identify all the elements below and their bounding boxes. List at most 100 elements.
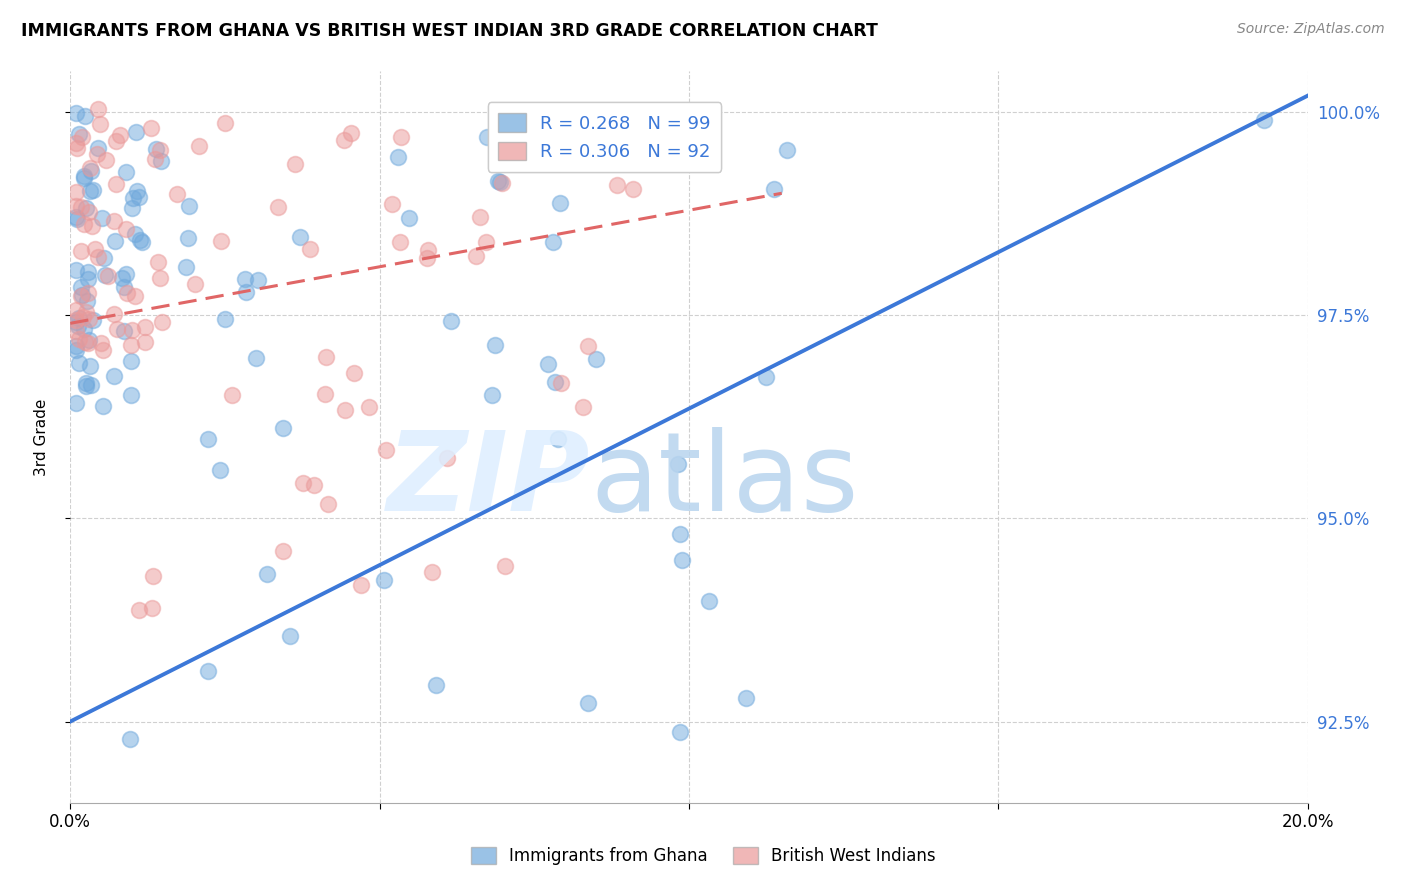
Point bbox=[128, 603, 150, 617]
Point bbox=[537, 357, 560, 371]
Point bbox=[65, 106, 87, 120]
Point bbox=[124, 227, 146, 241]
Point bbox=[76, 293, 98, 308]
Point bbox=[77, 272, 100, 286]
Point bbox=[197, 664, 219, 678]
Point bbox=[65, 199, 87, 213]
Point bbox=[65, 396, 87, 410]
Point bbox=[183, 277, 205, 291]
Point bbox=[292, 475, 315, 490]
Point bbox=[129, 233, 152, 247]
Point bbox=[209, 235, 232, 249]
Point bbox=[267, 200, 290, 214]
Point bbox=[333, 403, 356, 417]
Point bbox=[125, 125, 148, 139]
Point bbox=[67, 356, 90, 370]
Point bbox=[150, 315, 173, 329]
Point bbox=[141, 601, 163, 615]
Point bbox=[66, 141, 89, 155]
Point bbox=[179, 199, 201, 213]
Point bbox=[73, 169, 96, 184]
Point bbox=[131, 235, 153, 249]
Point bbox=[93, 251, 115, 265]
Point bbox=[103, 213, 125, 227]
Point bbox=[299, 242, 322, 256]
Point bbox=[72, 310, 94, 325]
Point bbox=[112, 324, 135, 338]
Text: IMMIGRANTS FROM GHANA VS BRITISH WEST INDIAN 3RD GRADE CORRELATION CHART: IMMIGRANTS FROM GHANA VS BRITISH WEST IN… bbox=[21, 22, 877, 40]
Point bbox=[373, 573, 395, 587]
Point bbox=[284, 157, 307, 171]
Point bbox=[103, 369, 125, 384]
Point bbox=[65, 312, 87, 326]
Point bbox=[494, 559, 516, 574]
Point bbox=[488, 175, 510, 189]
Point bbox=[77, 312, 100, 326]
Point bbox=[776, 143, 799, 157]
Point bbox=[66, 211, 89, 226]
Point bbox=[111, 270, 134, 285]
Point bbox=[755, 370, 778, 384]
Point bbox=[340, 126, 363, 140]
Point bbox=[734, 691, 756, 706]
Point bbox=[246, 272, 269, 286]
Point bbox=[75, 376, 97, 390]
Point bbox=[245, 351, 267, 365]
Point bbox=[82, 183, 104, 197]
Point bbox=[87, 102, 110, 116]
Point bbox=[465, 249, 488, 263]
Point bbox=[65, 303, 87, 318]
Point bbox=[416, 251, 439, 265]
Point bbox=[70, 200, 93, 214]
Point bbox=[359, 400, 381, 414]
Point bbox=[76, 265, 98, 279]
Point bbox=[73, 171, 96, 186]
Text: atlas: atlas bbox=[591, 427, 859, 534]
Point bbox=[67, 127, 90, 141]
Point bbox=[79, 205, 101, 219]
Point bbox=[468, 210, 491, 224]
Point bbox=[90, 336, 112, 351]
Point bbox=[142, 569, 165, 583]
Point bbox=[576, 339, 599, 353]
Point bbox=[166, 186, 188, 201]
Point bbox=[548, 195, 571, 210]
Point bbox=[208, 463, 231, 477]
Point bbox=[79, 359, 101, 373]
Point bbox=[214, 116, 236, 130]
Point bbox=[70, 289, 93, 303]
Point bbox=[121, 323, 143, 337]
Point bbox=[146, 254, 169, 268]
Point bbox=[104, 178, 127, 192]
Point bbox=[388, 235, 411, 250]
Point bbox=[93, 343, 115, 358]
Point bbox=[79, 334, 101, 348]
Point bbox=[67, 332, 90, 346]
Point bbox=[145, 142, 167, 156]
Point bbox=[233, 272, 256, 286]
Point bbox=[387, 150, 409, 164]
Point bbox=[134, 334, 156, 349]
Point bbox=[120, 387, 142, 401]
Point bbox=[671, 552, 693, 566]
Point bbox=[65, 210, 87, 224]
Point bbox=[79, 184, 101, 198]
Point bbox=[547, 432, 569, 446]
Point bbox=[70, 288, 93, 302]
Point bbox=[697, 594, 720, 608]
Point bbox=[544, 376, 567, 390]
Point bbox=[197, 432, 219, 446]
Text: Source: ZipAtlas.com: Source: ZipAtlas.com bbox=[1237, 22, 1385, 37]
Point bbox=[65, 339, 87, 353]
Point bbox=[187, 138, 209, 153]
Point bbox=[316, 497, 339, 511]
Point bbox=[576, 697, 599, 711]
Point bbox=[375, 443, 398, 458]
Point bbox=[65, 343, 87, 358]
Point bbox=[94, 153, 117, 167]
Point bbox=[174, 260, 197, 275]
Point bbox=[315, 350, 337, 364]
Point bbox=[69, 244, 91, 258]
Point bbox=[1253, 113, 1275, 128]
Point bbox=[666, 458, 689, 472]
